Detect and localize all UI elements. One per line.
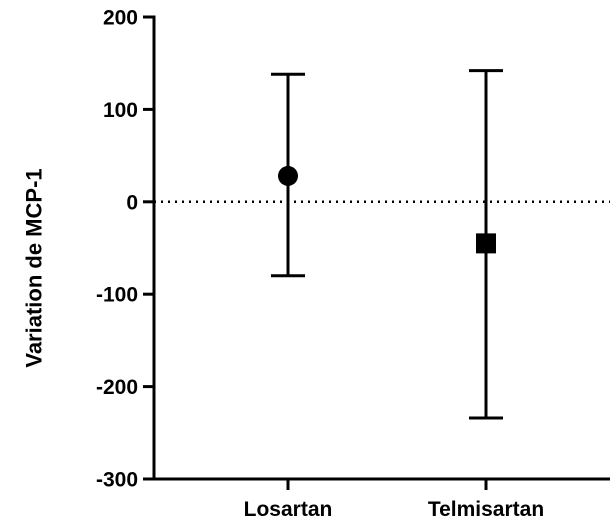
y-tick-label: -300 xyxy=(96,469,138,492)
axes: -300 -200 -100 0 100 200 Losartan Telmisartan xyxy=(96,7,610,521)
y-tick-label: 200 xyxy=(103,7,138,30)
data-points xyxy=(271,69,503,420)
x-tick-label: Telmisartan xyxy=(428,498,544,521)
x-tick-label: Losartan xyxy=(244,498,333,521)
point-telmisartan xyxy=(476,233,496,254)
y-tick-label: -100 xyxy=(96,284,138,307)
y-axis-title: Variation de MCP-1 xyxy=(22,168,47,367)
y-tick-label: -200 xyxy=(96,376,138,399)
y-tick-label: 0 xyxy=(126,191,138,214)
point-losartan xyxy=(278,165,298,186)
y-tick-label: 100 xyxy=(103,99,138,122)
